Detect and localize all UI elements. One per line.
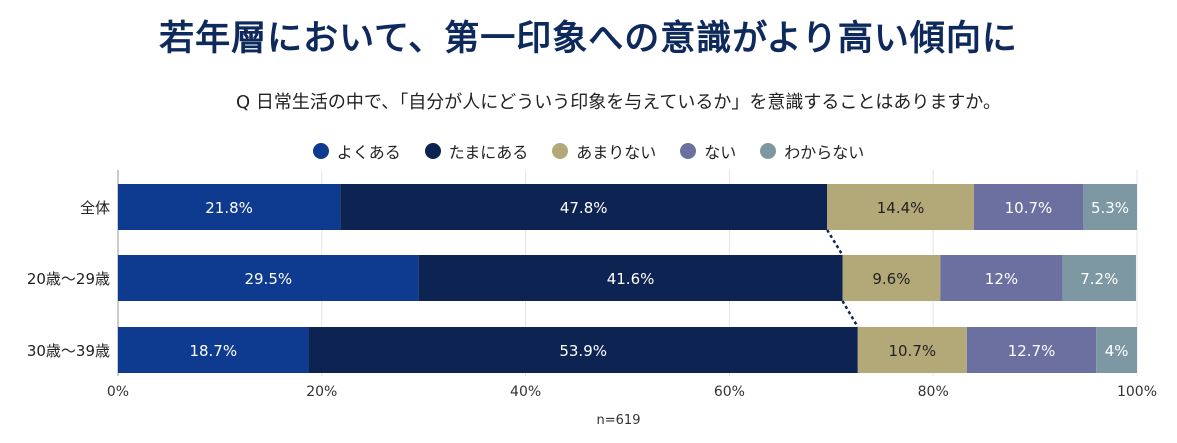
x-tick-label: 100%: [1117, 384, 1157, 400]
data-label: 21.8%: [205, 199, 253, 217]
x-tick-label: 0%: [107, 384, 129, 400]
category-label: 20歳〜29歳: [27, 270, 110, 288]
bar-segment: [308, 327, 858, 373]
category-label: 全体: [80, 199, 110, 217]
chart-legend: よくある たまにある あまりない ない わからない: [0, 139, 1177, 163]
legend-label: あまりない: [576, 143, 657, 162]
legend-item: よくある: [312, 139, 401, 163]
legend-label: ない: [704, 143, 737, 162]
legend-label: よくある: [336, 143, 401, 162]
legend-swatch: [312, 143, 329, 159]
x-tick-label: 40%: [510, 384, 541, 400]
bar-segment: [940, 255, 1063, 301]
data-label: 7.2%: [1080, 270, 1118, 288]
bar-segment: [827, 184, 974, 230]
bar-segment: [118, 255, 419, 301]
legend-label: たまにある: [448, 143, 529, 162]
bar-segment: [1062, 255, 1136, 301]
bar-segment: [340, 184, 828, 230]
legend-swatch: [680, 143, 697, 159]
survey-question: Q 日常生活の中で、「自分が人にどういう印象を与えているか」を意識することはあり…: [236, 92, 1001, 113]
legend-item: あまりない: [552, 139, 656, 163]
data-label: 10.7%: [1005, 199, 1053, 217]
data-label: 5.3%: [1091, 199, 1129, 217]
x-tick-label: 80%: [918, 384, 949, 400]
data-label: 18.7%: [189, 342, 237, 360]
data-label: 14.4%: [877, 199, 925, 217]
data-label: 9.6%: [872, 270, 910, 288]
data-label: 29.5%: [244, 270, 292, 288]
data-label: 12%: [985, 270, 1018, 288]
bar-segment: [842, 255, 941, 301]
legend-swatch: [552, 143, 569, 159]
legend-label: わからない: [784, 143, 865, 162]
data-label: 12.7%: [1008, 342, 1056, 360]
bar-segment: [966, 327, 1097, 373]
bar-segment: [857, 327, 967, 373]
sample-size-note: n=619: [596, 413, 641, 428]
data-label: 4%: [1105, 342, 1129, 360]
bar-segment: [973, 184, 1083, 230]
legend-item: ない: [680, 139, 736, 163]
bar-segment: [118, 327, 309, 373]
bar-segment: [118, 184, 341, 230]
legend-item: たまにある: [424, 139, 529, 163]
bar-segment: [418, 255, 843, 301]
stacked-bar-chart: 0% 20% 40% 60% 80% 100% 全体 21.8% 47.8% 14.4% 10.7%…: [27, 170, 1157, 400]
bar-segment: [1096, 327, 1137, 373]
bar-segment: [1082, 184, 1137, 230]
legend-swatch: [424, 143, 441, 159]
data-label: 47.8%: [560, 199, 608, 217]
connector-line: [826, 229, 844, 256]
category-label: 30歳〜39歳: [27, 342, 110, 360]
data-label: 10.7%: [888, 342, 936, 360]
connector-line: [841, 300, 859, 328]
data-label: 41.6%: [607, 270, 655, 288]
x-tick-label: 60%: [714, 384, 745, 400]
x-tick-label: 20%: [306, 384, 337, 400]
chart-title: 若年層において、第一印象への意識がより高い傾向に: [159, 19, 1018, 59]
legend-swatch: [760, 143, 777, 159]
legend-item: わからない: [760, 139, 864, 163]
data-label: 53.9%: [559, 342, 607, 360]
